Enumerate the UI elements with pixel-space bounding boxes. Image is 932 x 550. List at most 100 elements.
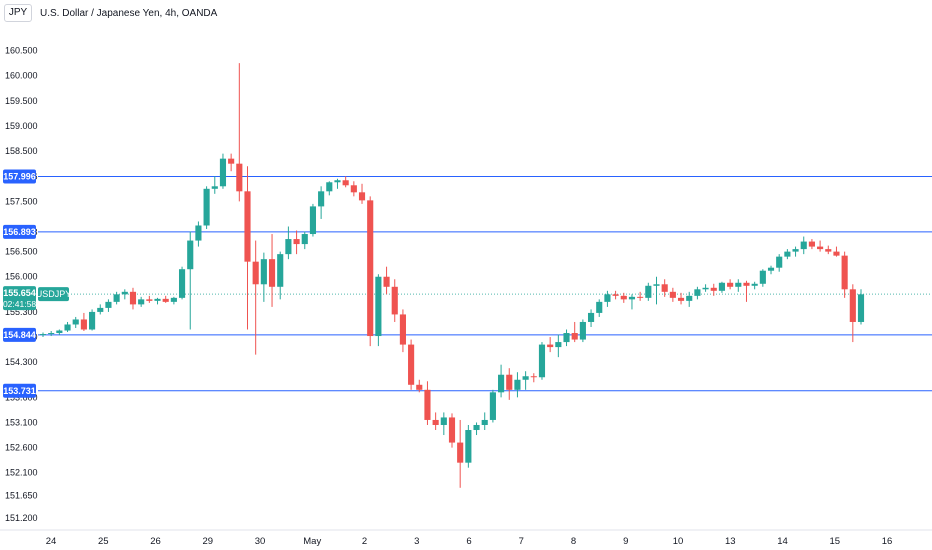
candle-body — [702, 287, 709, 290]
candle — [342, 176, 349, 188]
level-label: 157.996 — [3, 171, 36, 181]
x-tick-label: 3 — [414, 536, 419, 547]
candle — [195, 221, 202, 247]
x-tick-label: 24 — [46, 536, 57, 547]
candle-body — [260, 259, 267, 285]
y-tick-label: 153.100 — [5, 417, 38, 427]
candle-body — [162, 298, 169, 302]
candle — [767, 265, 775, 275]
candle-body — [653, 284, 660, 286]
candles — [39, 63, 865, 488]
candle-body — [203, 188, 210, 226]
candle — [579, 319, 586, 343]
candle — [620, 292, 627, 303]
candle-body — [596, 301, 603, 313]
candle — [408, 339, 415, 390]
candle — [440, 412, 447, 436]
candle — [211, 176, 218, 194]
candle-body — [538, 344, 546, 378]
candle-body — [391, 286, 398, 315]
candle-body — [669, 291, 676, 298]
candle — [817, 240, 824, 252]
candle — [80, 312, 87, 332]
candle-body — [318, 191, 325, 207]
candle-body — [187, 240, 194, 270]
candle-body — [219, 158, 227, 187]
candle-body — [767, 267, 775, 271]
candle-body — [612, 294, 619, 296]
candle-body — [228, 158, 235, 164]
candle-body — [334, 180, 341, 183]
candle-body — [350, 185, 357, 193]
candle — [530, 373, 537, 383]
candle-body — [743, 282, 750, 286]
candle — [121, 289, 128, 300]
candle-body — [342, 180, 349, 186]
candle-body — [825, 249, 832, 252]
y-tick-label: 154.300 — [5, 357, 38, 367]
y-tick-label: 157.500 — [5, 196, 38, 206]
level-label-bg — [3, 383, 36, 398]
candle — [64, 321, 71, 333]
candle — [334, 178, 341, 189]
candle — [285, 226, 292, 260]
candle — [841, 251, 848, 298]
candle-body — [326, 182, 333, 192]
candle-body — [195, 225, 202, 241]
candle-body — [530, 376, 537, 378]
candle-body — [489, 392, 496, 420]
candle-body — [792, 249, 799, 252]
y-tick-label: 151.650 — [5, 490, 38, 500]
candle-body — [645, 285, 652, 298]
y-tick-label: 159.500 — [5, 96, 38, 106]
symbol-badge[interactable]: JPY — [4, 4, 32, 22]
candle — [555, 334, 562, 358]
candle — [465, 424, 472, 468]
y-tick-label: 151.200 — [5, 513, 38, 523]
candle-body — [661, 284, 668, 292]
candle — [309, 203, 317, 237]
y-tick-label: 155.300 — [5, 307, 38, 317]
level-label: 153.731 — [3, 386, 36, 396]
candle — [669, 287, 676, 302]
candle — [710, 283, 717, 296]
candle — [506, 368, 513, 400]
candle-body — [277, 254, 284, 287]
y-tick-label: 152.100 — [5, 468, 38, 478]
candle-body — [571, 333, 578, 340]
candle — [628, 294, 636, 310]
candle — [538, 342, 546, 380]
candle-body — [309, 206, 317, 235]
x-tick-label: 13 — [725, 536, 736, 547]
candle-body — [718, 282, 726, 291]
candle — [800, 236, 807, 255]
candle — [203, 186, 210, 230]
x-tick-label: 25 — [98, 536, 109, 547]
candle-body — [383, 276, 390, 287]
candle — [105, 299, 112, 312]
candle-body — [547, 344, 554, 348]
candle-body — [375, 276, 382, 337]
candle-body — [686, 295, 693, 301]
candle-body — [252, 261, 259, 285]
y-tick-label: 159.000 — [5, 121, 38, 131]
candle — [448, 413, 456, 448]
candle-body — [784, 251, 791, 257]
candle-body — [465, 430, 472, 463]
x-tick-label: 9 — [623, 536, 628, 547]
candle — [89, 309, 96, 331]
candle-body — [48, 333, 55, 335]
candle-body — [129, 291, 137, 305]
candle-body — [236, 163, 243, 192]
candle-body — [448, 417, 456, 443]
candle-body — [751, 283, 758, 286]
candle-body — [841, 255, 848, 290]
candle — [399, 309, 406, 353]
candle — [522, 371, 529, 390]
candle-body — [367, 200, 374, 337]
candle-body — [408, 344, 415, 385]
candle — [383, 266, 390, 295]
level-label-bg — [3, 224, 36, 239]
